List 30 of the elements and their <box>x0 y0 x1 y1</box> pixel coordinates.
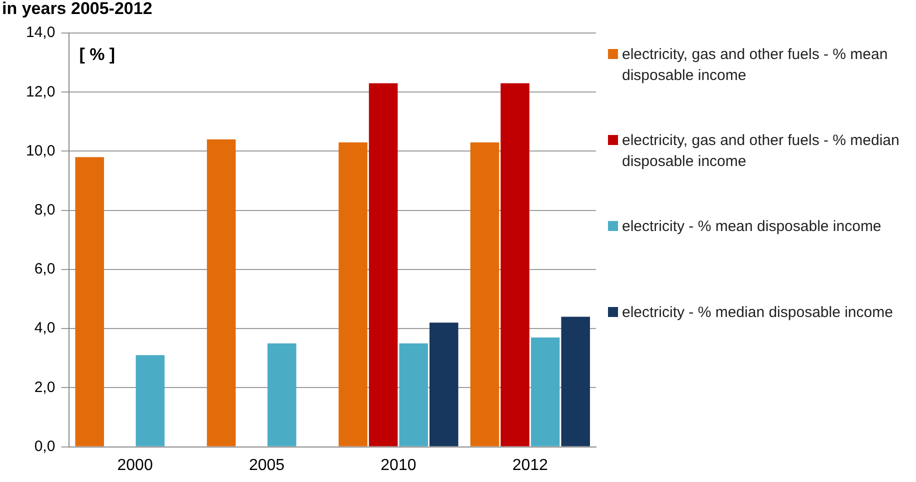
y-tick-label: 10,0 <box>26 142 56 160</box>
x-tick-label: 2012 <box>512 456 548 474</box>
bar <box>268 343 296 446</box>
legend-label: electricity - % median disposable income <box>622 303 893 323</box>
y-tick-label: 12,0 <box>26 83 56 100</box>
y-tick-label: 8,0 <box>34 201 56 218</box>
bar <box>136 355 165 446</box>
bar <box>206 139 236 446</box>
bar <box>500 83 530 446</box>
bar <box>470 142 500 446</box>
bar <box>561 316 590 446</box>
bar <box>399 343 428 446</box>
y-tick-label: 4,0 <box>34 320 56 337</box>
legend-label: electricity, gas and other fuels - % mean disposable income <box>622 45 889 86</box>
bar <box>368 83 398 446</box>
bar <box>338 142 368 446</box>
bar <box>530 337 560 446</box>
annotation: [ % ] <box>79 45 116 64</box>
x-tick-label: 2010 <box>380 456 416 474</box>
bar <box>75 157 104 446</box>
y-tick-label: 14,0 <box>26 24 56 42</box>
y-tick-label: 0,0 <box>34 438 56 455</box>
legend-label: electricity - % mean disposable income <box>622 217 882 237</box>
chart-title: in years 2005-2012 <box>2 0 152 18</box>
bar <box>429 322 458 446</box>
legend-label: electricity, gas and other fuels - % median disposable income <box>622 131 900 172</box>
x-tick-label: 2005 <box>248 456 285 474</box>
y-tick-label: 2,0 <box>34 378 56 396</box>
y-tick-label: 6,0 <box>34 260 56 278</box>
x-tick-label: 2000 <box>117 456 153 474</box>
